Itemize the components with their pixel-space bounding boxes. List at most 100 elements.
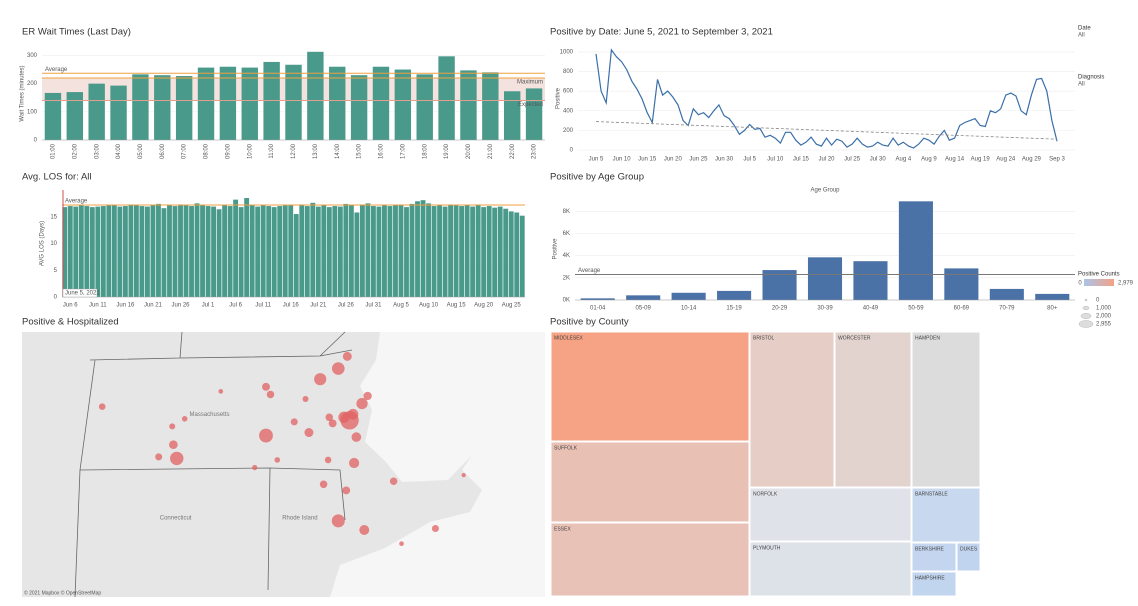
x-tick-label: Jun 11: [89, 303, 107, 309]
bar: [117, 206, 123, 297]
place-label: Massachusetts: [189, 412, 229, 418]
bar: [442, 206, 448, 297]
filter-value: All: [1078, 33, 1085, 39]
x-tick-label: Jul 6: [229, 303, 242, 309]
bar: [285, 64, 302, 140]
bar: [266, 206, 272, 297]
x-tick-label: 60-69: [954, 306, 970, 312]
x-tick-label: Jun 30: [715, 157, 734, 163]
bar: [128, 204, 134, 297]
x-tick-label: Aug 29: [1022, 157, 1042, 163]
x-tick-label: 01-04: [590, 306, 606, 312]
bar: [453, 205, 459, 297]
bar: [315, 206, 321, 297]
legend-range-label: 0: [1078, 281, 1082, 287]
map-point: [319, 480, 328, 489]
size-legend-label: 2,000: [1096, 314, 1112, 320]
map-point: [274, 457, 281, 463]
bar: [307, 51, 324, 140]
map-point: [290, 418, 298, 426]
map-point: [351, 432, 362, 442]
y-tick-label: 200: [563, 128, 574, 134]
bar: [1035, 293, 1070, 300]
bar: [172, 206, 178, 297]
map-point: [314, 373, 327, 386]
treemap-label: NORFOLK: [753, 491, 778, 497]
map-point: [98, 403, 106, 410]
bar: [132, 74, 149, 140]
x-tick-label: 40-49: [863, 306, 879, 312]
bar: [197, 67, 215, 140]
treemap-cell: [550, 441, 750, 523]
bar: [260, 205, 266, 297]
x-tick-label: 08:00: [204, 143, 210, 159]
bar: [329, 66, 346, 140]
map-point: [431, 524, 439, 532]
place-label: Rhode Island: [282, 515, 317, 521]
bar: [67, 206, 73, 297]
bar: [989, 288, 1024, 300]
x-tick-label: Jul 25: [844, 157, 861, 163]
annotation-box: [62, 288, 98, 298]
x-tick-label: 12:00: [291, 143, 297, 159]
y-axis-title: Positive: [553, 238, 559, 260]
reference-label: Average: [45, 67, 68, 73]
map-point: [304, 428, 314, 438]
y-tick-label: 100: [27, 109, 38, 115]
x-tick-label: 04:00: [116, 143, 122, 159]
treemap-cell: [550, 522, 750, 597]
y-tick-label: 300: [27, 53, 38, 59]
x-tick-label: 21:00: [488, 143, 494, 159]
bar: [762, 270, 797, 300]
bar: [145, 206, 150, 297]
y-tick-label: 10: [50, 241, 57, 247]
bar: [404, 207, 409, 297]
map-point: [356, 397, 368, 410]
x-tick-label: 14:00: [335, 143, 341, 159]
bar: [167, 205, 172, 297]
x-tick-label: 13:00: [313, 143, 319, 159]
map-point: [342, 486, 351, 495]
reference-label: Average: [65, 199, 88, 205]
bar: [431, 206, 437, 297]
x-tick-label: Jun 21: [144, 303, 163, 309]
bar: [133, 205, 139, 297]
chart-title: Positive by County: [550, 317, 629, 328]
y-tick-label: 8K: [563, 209, 570, 215]
y-tick-label: 600: [563, 89, 574, 95]
bar: [139, 206, 145, 297]
bar: [486, 206, 492, 297]
x-tick-label: 80+: [1047, 306, 1058, 312]
chart-title: Positive by Date: June 5, 2021 to Septem…: [550, 27, 773, 38]
x-tick-label: Aug 14: [945, 157, 965, 163]
bar: [150, 204, 156, 297]
y-axis-title: AVG LOS (Days): [40, 221, 46, 266]
bar: [420, 200, 426, 297]
x-tick-label: 23:00: [532, 143, 538, 159]
map-credit: © 2021 Mapbox © OpenStreetMap: [24, 589, 101, 596]
bar: [44, 92, 62, 140]
x-tick-label: 30-39: [817, 306, 833, 312]
filter-label: Date: [1078, 26, 1091, 32]
x-tick-label: 17:00: [400, 143, 406, 159]
map-point: [389, 477, 398, 486]
bar: [321, 205, 327, 297]
treemap-cell: [749, 541, 912, 597]
treemap-cell: [911, 487, 981, 543]
map-base: [22, 331, 545, 598]
bar: [200, 205, 205, 297]
bar: [437, 204, 442, 297]
map-point: [262, 382, 270, 391]
x-tick-label: Jul 20: [818, 157, 835, 163]
map-point: [338, 411, 350, 423]
bar: [460, 70, 477, 140]
map-point: [218, 389, 224, 394]
y-tick-label: 0: [570, 148, 574, 154]
x-tick-label: Aug 10: [419, 303, 439, 309]
map-point: [155, 453, 163, 461]
legend-range-label: 2,979: [1118, 281, 1134, 287]
y-tick-label: 800: [563, 69, 574, 75]
map-point: [252, 464, 258, 471]
x-tick-label: Jun 25: [689, 157, 708, 163]
x-tick-label: 20:00: [466, 143, 472, 159]
